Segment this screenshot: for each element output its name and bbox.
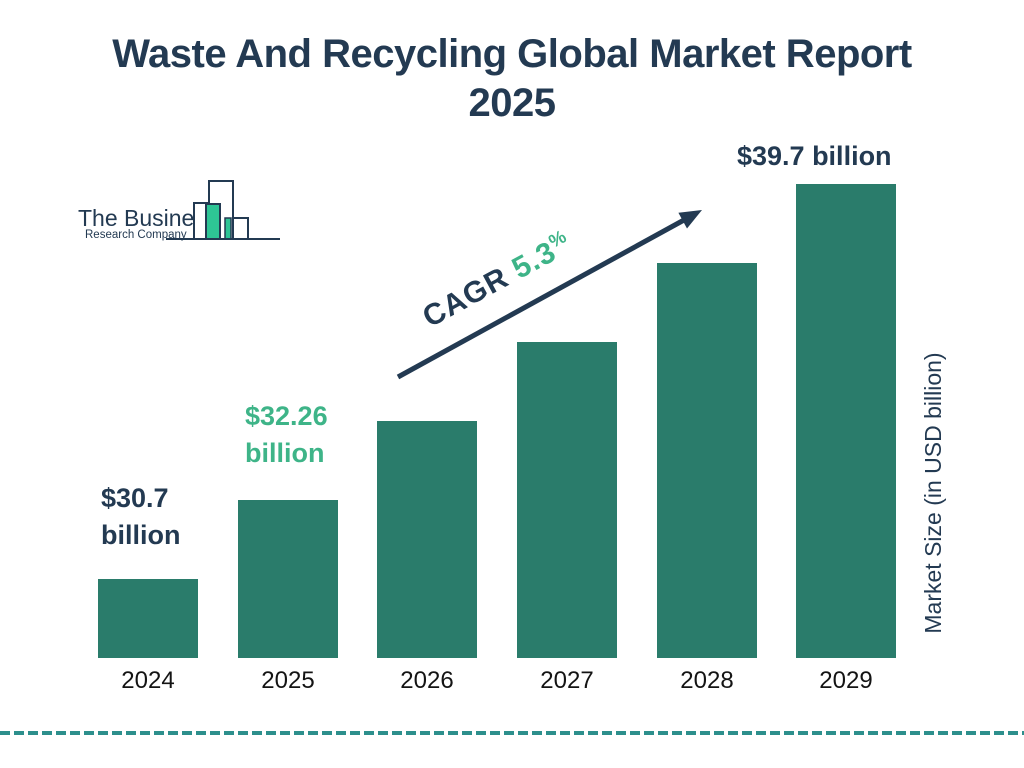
bar-2026 <box>377 421 477 658</box>
logo-bar-chart-icon <box>166 180 280 240</box>
x-axis-label-2026: 2026 <box>400 667 454 694</box>
value-label-2029-amount: $39.7 billion <box>737 141 892 171</box>
bar-2028 <box>657 263 757 658</box>
logo-text-line2: Research Company <box>85 229 187 241</box>
bar-2025 <box>238 500 338 658</box>
page-title: Waste And Recycling Global Market Report… <box>0 30 1024 128</box>
bottom-dashed-divider <box>0 731 1024 735</box>
y-axis-label: Market Size (in USD billion) <box>920 352 946 634</box>
value-label-2024-unit: billion <box>101 520 181 550</box>
page-title-line2: 2025 <box>468 81 556 125</box>
bar-2024 <box>98 579 198 658</box>
value-label-2025: $32.26 billion <box>245 398 328 472</box>
x-axis-label-2028: 2028 <box>680 667 734 694</box>
value-label-2025-unit: billion <box>245 438 325 468</box>
bar-2027 <box>517 342 617 658</box>
value-label-2025-amount: $32.26 <box>245 401 328 431</box>
growth-arrow-icon <box>396 210 702 380</box>
x-axis-label-2027: 2027 <box>540 667 594 694</box>
x-axis-label-2025: 2025 <box>261 667 315 694</box>
x-axis-label-2024: 2024 <box>121 667 175 694</box>
bar-2029 <box>796 184 896 658</box>
value-label-2029: $39.7 billion <box>737 138 892 175</box>
x-axis-label-2029: 2029 <box>819 667 873 694</box>
value-label-2024: $30.7 billion <box>101 480 180 554</box>
company-logo: The Business Research Company <box>78 180 280 241</box>
bar-chart-plot-area <box>98 184 896 658</box>
page-title-line1: Waste And Recycling Global Market Report <box>112 32 912 76</box>
value-label-2024-amount: $30.7 <box>101 483 169 513</box>
